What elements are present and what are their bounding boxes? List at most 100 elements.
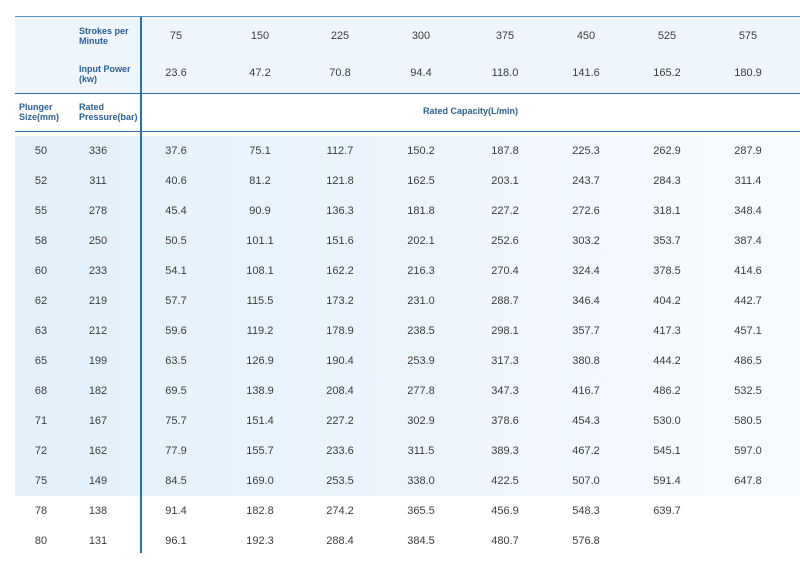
- capacity-cell: 417.3: [653, 325, 681, 337]
- table-row: 65 199 63.5 126.9 190.4 253.9 317.3 380.8 444.2 4…: [15, 346, 800, 376]
- plunger-size-cell: 52: [34, 175, 48, 187]
- capacity-cell: 274.2: [326, 505, 354, 517]
- capacity-cell: 252.6: [491, 235, 519, 247]
- capacity-cell: 203.1: [491, 175, 519, 187]
- capacity-cell: 532.5: [734, 385, 762, 397]
- capacity-cell: 298.1: [491, 325, 519, 337]
- capacity-cell: 647.8: [734, 475, 762, 487]
- pressure-label: Rated Pressure(bar): [79, 102, 138, 122]
- capacity-cell: 138.9: [246, 385, 274, 397]
- capacity-cell: 182.8: [246, 505, 274, 517]
- plunger-size-cell: 65: [34, 355, 48, 367]
- capacity-cell: 456.9: [491, 505, 519, 517]
- strokes-value: 575: [738, 30, 758, 42]
- capacity-cell: 576.8: [572, 535, 600, 547]
- power-value: 165.2: [653, 67, 681, 79]
- capacity-cell: 231.0: [407, 295, 435, 307]
- capacity-cell: 422.5: [491, 475, 519, 487]
- table-row: 80 131 96.1 192.3 288.4 384.5 480.7 576.8: [15, 526, 800, 556]
- rated-pressure-cell: 336: [88, 145, 108, 157]
- column-divider: [140, 17, 142, 553]
- capacity-cell: 253.9: [407, 355, 435, 367]
- capacity-cell: 404.2: [653, 295, 681, 307]
- capacity-cell: 187.8: [491, 145, 519, 157]
- rated-pressure-cell: 162: [88, 445, 108, 457]
- capacity-cell: 162.5: [407, 175, 435, 187]
- capacity-cell: 548.3: [572, 505, 600, 517]
- capacity-cell: [718, 496, 778, 526]
- capacity-cell: 457.1: [734, 325, 762, 337]
- capacity-cell: 54.1: [165, 265, 187, 277]
- plunger-size-cell: 58: [34, 235, 48, 247]
- rated-pressure-cell: 212: [88, 325, 108, 337]
- capacity-cell: 486.2: [653, 385, 681, 397]
- table-row: 72 162 77.9 155.7 233.6 311.5 389.3 467.2 545.1 5…: [15, 436, 800, 466]
- capacity-title: Rated Capacity(L/min): [422, 106, 518, 116]
- capacity-cell: 169.0: [246, 475, 274, 487]
- plunger-size-cell: 75: [34, 475, 48, 487]
- rated-pressure-cell: 278: [88, 205, 108, 217]
- capacity-cell: 243.7: [572, 175, 600, 187]
- plunger-size-cell: 55: [34, 205, 48, 217]
- capacity-cell: 378.6: [491, 415, 519, 427]
- capacity-cell: 347.3: [491, 385, 519, 397]
- capacity-cell: 353.7: [653, 235, 681, 247]
- capacity-cell: 507.0: [572, 475, 600, 487]
- capacity-cell: 202.1: [407, 235, 435, 247]
- strokes-value: 75: [169, 30, 183, 42]
- capacity-cell: 262.9: [653, 145, 681, 157]
- capacity-cell: 338.0: [407, 475, 435, 487]
- capacity-cell: 357.7: [572, 325, 600, 337]
- table-row: 78 138 91.4 182.8 274.2 365.5 456.9 548.3 639.7: [15, 496, 800, 526]
- capacity-cell: 227.2: [326, 415, 354, 427]
- header-bottom-rule: [15, 131, 800, 132]
- strokes-value: 375: [495, 30, 515, 42]
- capacity-cell: [637, 526, 697, 556]
- capacity-cell: 40.6: [165, 175, 187, 187]
- plunger-label: Plunger Size(mm): [19, 102, 60, 122]
- plunger-size-cell: 62: [34, 295, 48, 307]
- capacity-cell: 50.5: [165, 235, 187, 247]
- capacity-cell: 63.5: [165, 355, 187, 367]
- capacity-cell: 317.3: [491, 355, 519, 367]
- capacity-cell: 597.0: [734, 445, 762, 457]
- capacity-cell: 287.9: [734, 145, 762, 157]
- capacity-cell: 112.7: [326, 145, 354, 157]
- capacity-cell: 69.5: [165, 385, 187, 397]
- header-top-rule: [15, 16, 800, 17]
- capacity-cell: 467.2: [572, 445, 600, 457]
- table-row: 60 233 54.1 108.1 162.2 216.3 270.4 324.4 378.5 4…: [15, 256, 800, 286]
- capacity-cell: 151.4: [246, 415, 274, 427]
- capacity-cell: 545.1: [653, 445, 681, 457]
- plunger-size-cell: 72: [34, 445, 48, 457]
- capacity-cell: 115.5: [246, 295, 274, 307]
- capacity-cell: 311.4: [734, 175, 762, 187]
- rated-pressure-cell: 149: [88, 475, 108, 487]
- power-value: 23.6: [165, 67, 187, 79]
- capacity-cell: 208.4: [326, 385, 354, 397]
- rated-pressure-cell: 250: [88, 235, 108, 247]
- capacity-cell: 272.6: [572, 205, 600, 217]
- table-row: 52 311 40.6 81.2 121.8 162.5 203.1 243.7 284.3 31…: [15, 166, 800, 196]
- capacity-cell: 91.4: [165, 505, 187, 517]
- capacity-cell: 284.3: [653, 175, 681, 187]
- table-row: 58 250 50.5 101.1 151.6 202.1 252.6 303.2 353.7 3…: [15, 226, 800, 256]
- power-label: Input Power (kw): [79, 64, 131, 84]
- rated-pressure-cell: 219: [88, 295, 108, 307]
- capacity-cell: 59.6: [165, 325, 187, 337]
- table-row: 71 167 75.7 151.4 227.2 302.9 378.6 454.3 530.0 5…: [15, 406, 800, 436]
- plunger-size-cell: 71: [34, 415, 48, 427]
- plunger-size-cell: 78: [34, 505, 48, 517]
- capacity-cell: 253.5: [326, 475, 354, 487]
- rated-pressure-cell: 138: [88, 505, 108, 517]
- capacity-cell: 384.5: [407, 535, 435, 547]
- capacity-cell: 90.9: [249, 205, 271, 217]
- capacity-cell: 151.6: [326, 235, 354, 247]
- capacity-cell: 75.7: [165, 415, 187, 427]
- power-value: 141.6: [572, 67, 600, 79]
- capacity-cell: 288.4: [326, 535, 354, 547]
- rated-pressure-cell: 182: [88, 385, 108, 397]
- power-value: 180.9: [734, 67, 762, 79]
- capacity-cell: 591.4: [653, 475, 681, 487]
